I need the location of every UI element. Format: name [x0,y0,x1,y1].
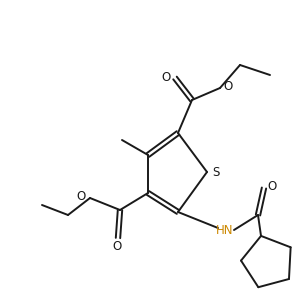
Text: O: O [267,181,277,193]
Text: HN: HN [216,223,234,237]
Text: O: O [76,191,86,203]
Text: O: O [223,80,233,92]
Text: O: O [112,240,122,252]
Text: S: S [212,166,220,178]
Text: O: O [161,70,171,84]
